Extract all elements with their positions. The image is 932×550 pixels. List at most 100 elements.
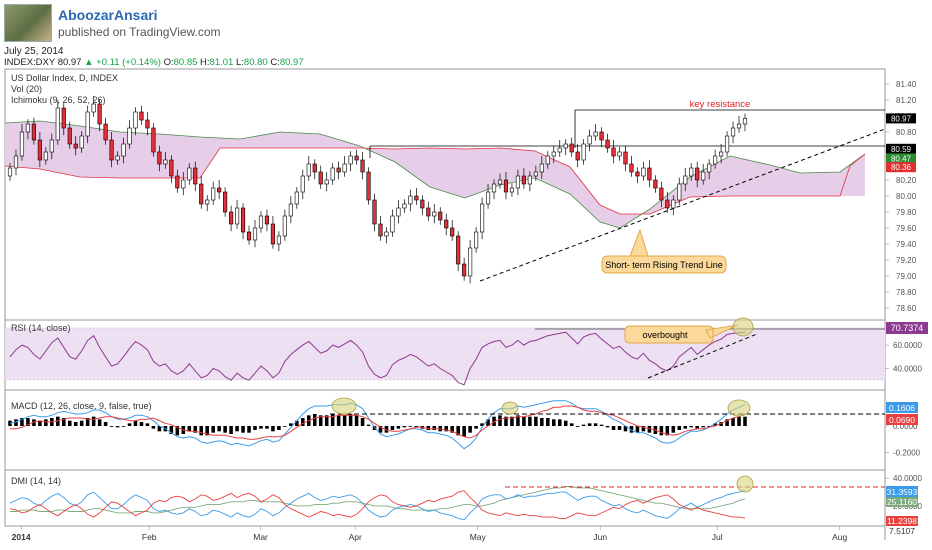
candle-body bbox=[264, 215, 270, 225]
macd-highlight-1 bbox=[331, 397, 357, 415]
macd-hist-bar bbox=[133, 420, 138, 426]
macd-hist-bar bbox=[743, 416, 747, 426]
ichimoku-label: Ichimoku (9, 26, 52, 26) bbox=[11, 95, 106, 105]
adx-line bbox=[10, 486, 746, 514]
macd-hist-bar bbox=[67, 420, 72, 426]
candle-body bbox=[611, 147, 616, 157]
macd-hist-bar bbox=[330, 414, 335, 426]
trend-line-callout bbox=[601, 228, 727, 274]
candle-body bbox=[318, 171, 323, 185]
candle-body bbox=[742, 118, 748, 125]
macd-hist-bar bbox=[103, 422, 108, 426]
macd-hist-bar bbox=[241, 426, 245, 433]
trend-line-callout-text: Short- term Rising Trend Line bbox=[605, 260, 723, 270]
chart-date: July 25, 2014 bbox=[4, 46, 64, 57]
rsi-trend-line bbox=[647, 333, 758, 379]
price-badge-text: 80.47 bbox=[891, 154, 912, 163]
high-value: 81.01 bbox=[209, 57, 234, 68]
candles bbox=[7, 96, 748, 284]
rsi-value-badge bbox=[886, 322, 928, 334]
macd-hist-bar bbox=[575, 426, 580, 427]
price-axis: 81.4081.2081.0080.8080.6080.4080.2080.00… bbox=[885, 80, 917, 313]
candle-body bbox=[91, 103, 96, 113]
macd-hist-bar bbox=[468, 426, 472, 433]
candle-body bbox=[37, 139, 42, 161]
macd-label: MACD (12, 26, close, 9, false, true) bbox=[11, 401, 152, 411]
candle-body bbox=[97, 103, 102, 125]
price-tick-label: 78.60 bbox=[896, 304, 917, 313]
candle-body bbox=[605, 139, 610, 149]
candle-body bbox=[653, 179, 658, 189]
candle-body bbox=[396, 207, 401, 217]
candle-body bbox=[569, 143, 574, 153]
candle-body bbox=[115, 155, 120, 161]
author-name[interactable]: AboozarAnsari bbox=[58, 7, 158, 23]
price-tick-label: 79.60 bbox=[896, 224, 917, 233]
up-arrow-icon: ▲ bbox=[84, 57, 94, 68]
candle-body bbox=[169, 159, 174, 177]
time-tick-label: Feb bbox=[142, 532, 157, 542]
macd-hist-bar bbox=[617, 426, 622, 430]
macd-hist-bar bbox=[462, 426, 466, 437]
candle-body bbox=[187, 167, 192, 181]
low-label: L: bbox=[235, 57, 244, 68]
candle-body bbox=[121, 143, 126, 157]
candle-body bbox=[641, 167, 646, 177]
macd-hist-bar bbox=[599, 424, 604, 426]
candle-body bbox=[485, 191, 491, 205]
price-tick-label: 79.40 bbox=[896, 240, 917, 249]
candle-body bbox=[31, 123, 36, 141]
candle-body bbox=[139, 111, 144, 121]
candle-body bbox=[390, 215, 395, 233]
candle-body bbox=[330, 167, 335, 181]
candle-body bbox=[683, 175, 688, 185]
macd-hist-bar bbox=[665, 426, 670, 436]
candle-body bbox=[73, 143, 78, 149]
candle-body bbox=[444, 219, 449, 229]
candle-body bbox=[43, 151, 48, 161]
macd-hist-bar bbox=[312, 414, 317, 426]
macd-hist-bar bbox=[701, 426, 705, 428]
candle-body bbox=[378, 223, 383, 237]
price-tick-label: 81.40 bbox=[896, 80, 917, 89]
candle-body bbox=[408, 195, 413, 205]
candle-body bbox=[103, 123, 108, 141]
candle-body bbox=[258, 215, 264, 229]
candle-body bbox=[312, 163, 317, 173]
candle-body bbox=[581, 143, 586, 161]
macd-hist-bar bbox=[91, 416, 96, 426]
candle-body bbox=[240, 207, 246, 233]
macd-hist-bar bbox=[32, 419, 36, 426]
macd-signal-line bbox=[10, 405, 746, 440]
candle-body bbox=[348, 155, 353, 165]
candle-body bbox=[402, 203, 407, 209]
macd-hist-bar bbox=[265, 426, 269, 429]
candle-body bbox=[67, 127, 72, 145]
author-avatar[interactable] bbox=[4, 4, 52, 42]
adx-value: 25.1160 bbox=[887, 497, 917, 507]
candle-body bbox=[324, 179, 329, 185]
minus-di-value: 11.2398 bbox=[887, 516, 917, 526]
macd-hist-bar bbox=[217, 426, 221, 432]
candle-body bbox=[695, 167, 700, 181]
candle-body bbox=[157, 151, 162, 165]
macd-axis: 0.0000 -0.2000 bbox=[885, 422, 921, 458]
macd-hist-bar bbox=[97, 419, 102, 426]
candle-body bbox=[713, 155, 718, 165]
open-value: 80.85 bbox=[173, 57, 198, 68]
macd-hist-bar bbox=[336, 415, 341, 426]
chart-area[interactable]: 81.4081.2081.0080.8080.6080.4080.2080.00… bbox=[0, 66, 932, 550]
key-resistance-label: key resistance bbox=[690, 99, 751, 110]
signal-value: 0.0690 bbox=[889, 415, 915, 425]
macd-hist-bar bbox=[587, 423, 592, 426]
macd-hist-bar bbox=[629, 426, 634, 433]
candle-body bbox=[593, 131, 598, 137]
candle-body bbox=[575, 151, 580, 161]
macd-hist-bar bbox=[187, 426, 192, 432]
macd-hist-bar bbox=[384, 426, 389, 433]
candle-body bbox=[665, 199, 670, 209]
candle-body bbox=[515, 175, 521, 189]
candle-body bbox=[306, 163, 311, 177]
macd-hist-bar bbox=[528, 416, 532, 426]
